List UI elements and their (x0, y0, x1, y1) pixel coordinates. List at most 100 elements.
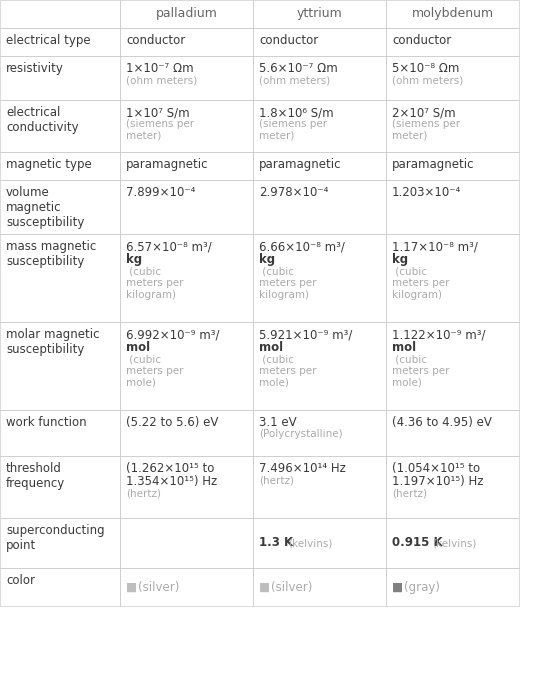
Bar (253, 518, 386, 568)
Text: (5.22 to 5.6) eV: (5.22 to 5.6) eV (126, 416, 218, 429)
Bar (120, 100, 253, 152)
Text: color: color (6, 574, 35, 587)
Text: mass magnetic
susceptibility: mass magnetic susceptibility (6, 240, 96, 268)
Text: (cubic: (cubic (259, 266, 294, 276)
Text: ■: ■ (126, 581, 137, 593)
Text: conductor: conductor (392, 34, 451, 47)
Text: (silver): (silver) (271, 581, 312, 593)
Text: (siemens per: (siemens per (259, 120, 327, 129)
Text: meters per: meters per (126, 278, 183, 288)
Bar (253, 28, 386, 56)
Text: paramagnetic: paramagnetic (126, 158, 209, 171)
Text: meter): meter) (126, 131, 162, 141)
Bar (386, 152, 519, 180)
Text: 2×10⁷ S/m: 2×10⁷ S/m (392, 106, 455, 119)
Bar (386, 456, 519, 518)
Bar (253, 322, 386, 410)
Bar (253, 234, 386, 322)
Bar (253, 456, 386, 518)
Text: mole): mole) (259, 378, 289, 388)
Text: meter): meter) (392, 131, 428, 141)
Text: 1×10⁻⁷ Ωm: 1×10⁻⁷ Ωm (126, 62, 194, 75)
Text: (Polycrystalline): (Polycrystalline) (259, 429, 343, 439)
Bar (0, 568, 120, 606)
Text: 1.17×10⁻⁸ m³/: 1.17×10⁻⁸ m³/ (392, 240, 478, 253)
Bar (386, 180, 519, 234)
Text: (kelvins): (kelvins) (432, 538, 477, 548)
Text: yttrium: yttrium (296, 7, 342, 20)
Text: (hertz): (hertz) (126, 488, 161, 498)
Bar (120, 234, 253, 322)
Text: 0.915 K: 0.915 K (392, 536, 443, 549)
Text: (siemens per: (siemens per (392, 120, 460, 129)
Text: meter): meter) (259, 131, 294, 141)
Text: (1.262×10¹⁵ to: (1.262×10¹⁵ to (126, 462, 215, 475)
Text: 1.203×10⁻⁴: 1.203×10⁻⁴ (392, 186, 461, 199)
Text: 5.6×10⁻⁷ Ωm: 5.6×10⁻⁷ Ωm (259, 62, 338, 75)
Bar (0, 322, 120, 410)
Text: mol: mol (126, 341, 150, 354)
Text: 1.122×10⁻⁹ m³/: 1.122×10⁻⁹ m³/ (392, 328, 485, 341)
Text: work function: work function (6, 416, 87, 429)
Bar (253, 0, 386, 28)
Text: (1.054×10¹⁵ to: (1.054×10¹⁵ to (392, 462, 480, 475)
Text: conductor: conductor (126, 34, 185, 47)
Text: electrical
conductivity: electrical conductivity (6, 106, 79, 134)
Text: (ohm meters): (ohm meters) (392, 75, 463, 85)
Text: (cubic: (cubic (259, 354, 294, 365)
Bar (386, 28, 519, 56)
Text: kg: kg (392, 253, 408, 266)
Bar (0, 100, 120, 152)
Text: 5.921×10⁻⁹ m³/: 5.921×10⁻⁹ m³/ (259, 328, 352, 341)
Text: (siemens per: (siemens per (126, 120, 194, 129)
Text: 6.57×10⁻⁸ m³/: 6.57×10⁻⁸ m³/ (126, 240, 212, 253)
Bar (386, 0, 519, 28)
Text: kg: kg (126, 253, 142, 266)
Bar (120, 28, 253, 56)
Bar (120, 322, 253, 410)
Bar (253, 568, 386, 606)
Text: 1×10⁷ S/m: 1×10⁷ S/m (126, 106, 189, 119)
Text: molybdenum: molybdenum (412, 7, 494, 20)
Text: mol: mol (259, 341, 283, 354)
Text: (4.36 to 4.95) eV: (4.36 to 4.95) eV (392, 416, 492, 429)
Text: meters per: meters per (259, 278, 317, 288)
Bar (120, 0, 253, 28)
Text: conductor: conductor (259, 34, 318, 47)
Text: meters per: meters per (126, 366, 183, 376)
Text: superconducting
point: superconducting point (6, 524, 105, 552)
Text: 1.3 K: 1.3 K (259, 536, 293, 549)
Bar (253, 56, 386, 100)
Text: mol: mol (392, 341, 416, 354)
Text: 6.66×10⁻⁸ m³/: 6.66×10⁻⁸ m³/ (259, 240, 345, 253)
Bar (0, 518, 120, 568)
Bar (120, 568, 253, 606)
Text: 5×10⁻⁸ Ωm: 5×10⁻⁸ Ωm (392, 62, 459, 75)
Text: meters per: meters per (259, 366, 317, 376)
Bar (0, 152, 120, 180)
Bar (120, 456, 253, 518)
Bar (0, 0, 120, 28)
Bar (386, 568, 519, 606)
Bar (386, 56, 519, 100)
Bar (120, 180, 253, 234)
Text: kilogram): kilogram) (392, 290, 442, 299)
Text: (silver): (silver) (138, 581, 180, 593)
Bar (253, 100, 386, 152)
Bar (0, 410, 120, 456)
Text: resistivity: resistivity (6, 62, 64, 75)
Bar (120, 152, 253, 180)
Text: 6.992×10⁻⁹ m³/: 6.992×10⁻⁹ m³/ (126, 328, 219, 341)
Text: meters per: meters per (392, 366, 449, 376)
Text: palladium: palladium (156, 7, 217, 20)
Text: 2.978×10⁻⁴: 2.978×10⁻⁴ (259, 186, 328, 199)
Text: (cubic: (cubic (126, 354, 161, 365)
Bar (120, 410, 253, 456)
Bar (386, 322, 519, 410)
Bar (0, 180, 120, 234)
Bar (0, 456, 120, 518)
Text: ■: ■ (259, 581, 270, 593)
Text: volume
magnetic
susceptibility: volume magnetic susceptibility (6, 186, 85, 229)
Text: meters per: meters per (392, 278, 449, 288)
Text: (cubic: (cubic (392, 266, 427, 276)
